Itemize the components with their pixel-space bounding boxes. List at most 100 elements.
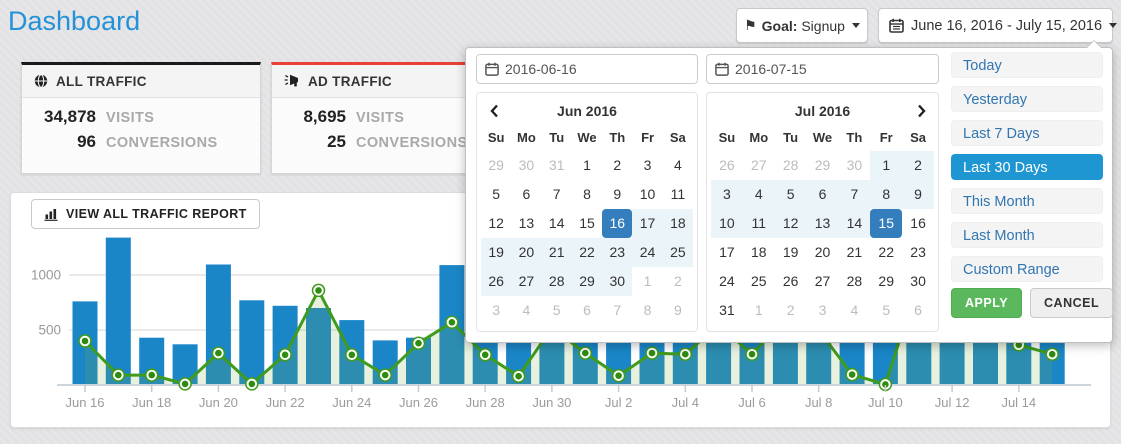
calendar-day[interactable]: 4	[673, 157, 682, 173]
calendar-day[interactable]: 30	[846, 157, 863, 173]
calendar-day[interactable]: 8	[870, 180, 903, 209]
calendar-day[interactable]: 10	[639, 186, 656, 202]
date-range-button[interactable]: June 16, 2016 - July 15, 2016	[878, 8, 1118, 43]
calendar-day[interactable]: 1	[870, 151, 903, 180]
calendar-day[interactable]: 13	[518, 215, 535, 231]
calendar-day[interactable]: 14	[838, 209, 871, 238]
calendar-day[interactable]: 2	[902, 151, 934, 180]
calendar-day[interactable]: 20	[511, 238, 542, 267]
calendar-day[interactable]: 19	[481, 238, 512, 267]
calendar-day[interactable]: 29	[814, 157, 831, 173]
calendar-day[interactable]: 8	[643, 302, 652, 318]
calendar-day[interactable]: 24	[719, 273, 735, 289]
calendar-day[interactable]: 29	[878, 273, 894, 289]
calendar-day[interactable]: 23	[602, 238, 633, 267]
calendar-day[interactable]: 5	[552, 302, 561, 318]
calendar-day[interactable]: 1	[754, 302, 763, 318]
calendar-day[interactable]: 26	[481, 267, 512, 296]
calendar-day[interactable]: 22	[571, 238, 603, 267]
calendar-day[interactable]: 31	[548, 157, 565, 173]
calendar-day[interactable]: 29	[571, 267, 603, 296]
calendar-day[interactable]: 25	[750, 273, 767, 289]
calendar-day[interactable]: 6	[522, 186, 531, 202]
calendar-day[interactable]: 23	[910, 244, 926, 260]
calendar-day-selected[interactable]: 16	[602, 209, 633, 238]
apply-button[interactable]: APPLY	[951, 288, 1023, 318]
range-preset-custom-range[interactable]: Custom Range	[951, 256, 1103, 282]
calendar-day[interactable]: 7	[613, 302, 622, 318]
calendar-day[interactable]: 3	[711, 180, 743, 209]
calendar-day[interactable]: 27	[814, 273, 831, 289]
calendar-day[interactable]: 30	[910, 273, 926, 289]
calendar-day[interactable]: 1	[643, 273, 652, 289]
range-preset-last-month[interactable]: Last Month	[951, 222, 1103, 248]
calendar-day[interactable]: 30	[518, 157, 535, 173]
calendar-day[interactable]: 29	[488, 157, 504, 173]
calendar-day[interactable]: 5	[492, 186, 501, 202]
calendar-day[interactable]: 28	[846, 273, 863, 289]
calendar-day[interactable]: 17	[632, 209, 663, 238]
calendar-day[interactable]: 9	[613, 186, 622, 202]
calendar-day[interactable]: 31	[719, 302, 735, 318]
calendar-day[interactable]: 14	[548, 215, 565, 231]
calendar-day[interactable]: 9	[673, 302, 682, 318]
calendar-day[interactable]: 11	[670, 186, 686, 202]
range-preset-this-month[interactable]: This Month	[951, 188, 1103, 214]
calendar-day[interactable]: 1	[583, 157, 591, 173]
calendar-day[interactable]: 15	[579, 215, 595, 231]
range-preset-last-30-days[interactable]: Last 30 Days	[951, 154, 1103, 180]
start-date-input[interactable]: 2016-06-16	[476, 54, 698, 84]
calendar-day[interactable]: 26	[782, 273, 799, 289]
calendar-day[interactable]: 27	[511, 267, 542, 296]
calendar-day[interactable]: 3	[643, 157, 652, 173]
calendar-day[interactable]: 3	[818, 302, 827, 318]
calendar-day[interactable]: 21	[541, 238, 572, 267]
calendar-day[interactable]: 25	[662, 238, 693, 267]
calendar-day[interactable]: 12	[488, 215, 504, 231]
calendar-day[interactable]: 11	[742, 209, 775, 238]
calendar-day[interactable]: 2	[613, 157, 622, 173]
calendar-day[interactable]: 20	[814, 244, 831, 260]
calendar-day[interactable]: 4	[742, 180, 775, 209]
calendar-day[interactable]: 5	[774, 180, 807, 209]
calendar-day[interactable]: 10	[711, 209, 743, 238]
range-preset-yesterday[interactable]: Yesterday	[951, 86, 1103, 112]
calendar-day[interactable]: 7	[552, 186, 561, 202]
calendar-day[interactable]: 27	[750, 157, 767, 173]
calendar-day[interactable]: 6	[806, 180, 839, 209]
calendar-day[interactable]: 16	[910, 215, 926, 231]
range-preset-today[interactable]: Today	[951, 52, 1103, 78]
calendar-day[interactable]: 26	[719, 157, 735, 173]
calendar-day[interactable]: 8	[583, 186, 591, 202]
calendar-day[interactable]: 2	[786, 302, 795, 318]
calendar-day[interactable]: 30	[602, 267, 633, 296]
next-month-icon[interactable]	[910, 97, 932, 125]
cancel-button[interactable]: CANCEL	[1030, 288, 1114, 318]
calendar-day[interactable]: 18	[750, 244, 767, 260]
calendar-day[interactable]: 9	[902, 180, 934, 209]
calendar-day[interactable]: 5	[882, 302, 891, 318]
calendar-day[interactable]: 12	[774, 209, 807, 238]
calendar-day-selected[interactable]: 15	[870, 209, 903, 238]
calendar-day[interactable]: 17	[719, 244, 735, 260]
calendar-day[interactable]: 28	[541, 267, 572, 296]
calendar-day[interactable]: 24	[632, 238, 663, 267]
calendar-day[interactable]: 13	[806, 209, 839, 238]
calendar-day[interactable]: 22	[878, 244, 894, 260]
calendar-day[interactable]: 2	[673, 273, 682, 289]
calendar-day[interactable]: 6	[583, 302, 591, 318]
calendar-day[interactable]: 28	[782, 157, 799, 173]
end-date-input[interactable]: 2016-07-15	[706, 54, 939, 84]
calendar-day[interactable]: 4	[522, 302, 531, 318]
calendar-day[interactable]: 21	[846, 244, 863, 260]
calendar-day[interactable]: 3	[492, 302, 501, 318]
calendar-day[interactable]: 6	[914, 302, 922, 318]
goal-selector-button[interactable]: ⚑ Goal: Signup	[736, 8, 868, 43]
calendar-day[interactable]: 7	[838, 180, 871, 209]
calendar-day[interactable]: 4	[850, 302, 859, 318]
view-all-traffic-report-button[interactable]: VIEW ALL TRAFFIC REPORT	[31, 199, 260, 229]
range-preset-last-7-days[interactable]: Last 7 Days	[951, 120, 1103, 146]
calendar-day[interactable]: 18	[662, 209, 693, 238]
calendar-day[interactable]: 19	[782, 244, 799, 260]
prev-month-icon[interactable]	[483, 97, 505, 125]
